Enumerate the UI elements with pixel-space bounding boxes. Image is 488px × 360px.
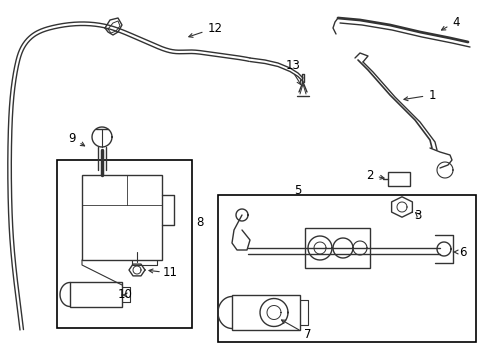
Bar [57, 160, 192, 328]
Text: 6: 6 [453, 246, 466, 258]
Text: 5: 5 [294, 184, 301, 197]
Text: 9: 9 [68, 131, 84, 146]
Text: 11: 11 [162, 266, 177, 279]
Text: 8: 8 [196, 216, 203, 229]
Text: 1: 1 [403, 89, 435, 102]
Bar [387, 172, 409, 186]
Text: 7: 7 [281, 320, 311, 342]
Text: 4: 4 [441, 15, 459, 30]
Text: 12: 12 [188, 22, 222, 37]
Bar [70, 282, 122, 307]
Text: 2: 2 [366, 168, 383, 181]
Bar [218, 195, 475, 342]
Text: 10: 10 [117, 288, 132, 302]
Bar [231, 295, 299, 330]
Text: 13: 13 [285, 59, 300, 72]
Bar [82, 175, 162, 260]
Text: 3: 3 [413, 208, 421, 221]
Bar [305, 228, 369, 268]
